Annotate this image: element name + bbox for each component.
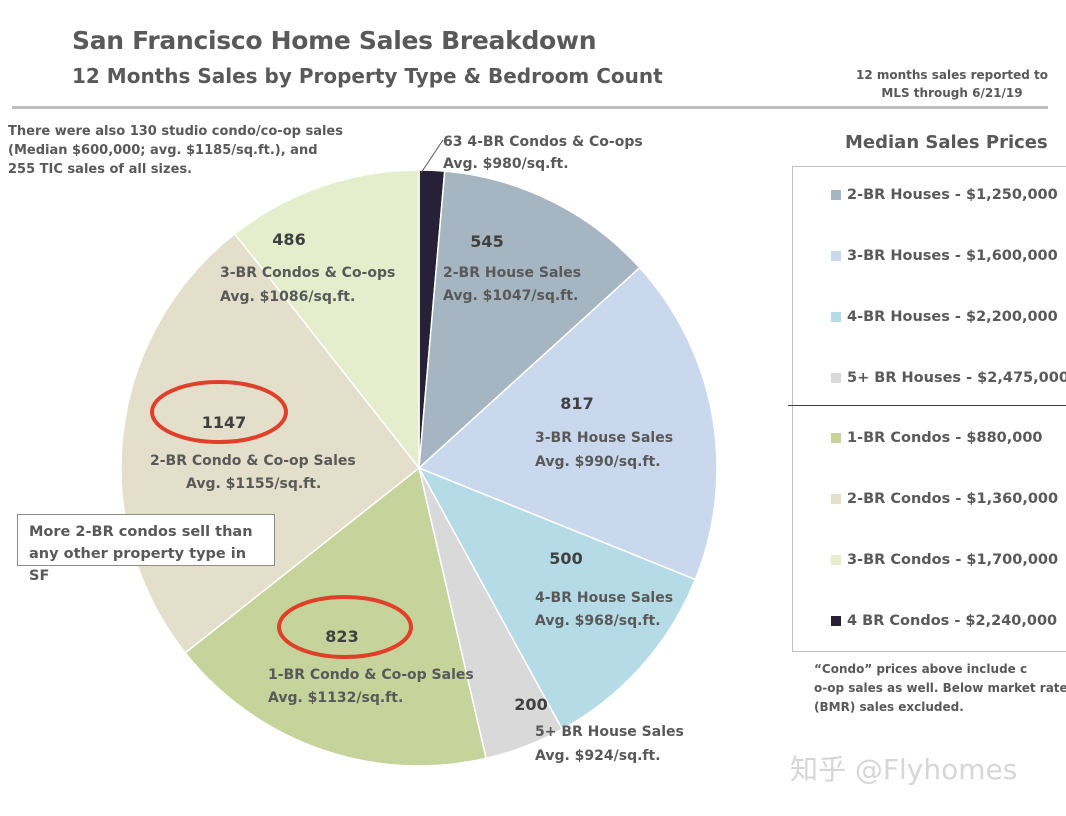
slice-label: Avg. $1155/sq.ft. — [186, 476, 321, 492]
pie-slice — [184, 466, 487, 767]
slice-label: 2-BR Condo & Co-op Sales — [150, 453, 356, 469]
header-divider — [12, 106, 1048, 109]
slice-label: 63 4-BR Condos & Co-ops — [443, 134, 643, 150]
slice-label: 5+ BR House Sales — [535, 724, 684, 740]
legend-swatch — [831, 433, 841, 443]
leader-line — [420, 139, 444, 174]
legend-label: 2-BR Condos - $1,360,000 — [847, 491, 1059, 507]
slice-label: 3-BR House Sales — [535, 430, 673, 446]
slice-count-label: 500 — [549, 549, 582, 568]
footnote-line: “Condo” prices above include c — [814, 662, 1028, 676]
slice-count-label: 823 — [325, 627, 358, 646]
watermark: 知乎 @Flyhomes — [790, 753, 1018, 786]
legend-title: Median Sales Prices — [845, 132, 1048, 153]
slice-label: Avg. $980/sq.ft. — [443, 156, 569, 172]
slice-label: 3-BR Condos & Co-ops — [220, 265, 395, 281]
legend-footnote: “Condo” prices above include c o-op sales… — [814, 660, 1066, 720]
report-note: 12 months sales reported to MLS through … — [855, 68, 1048, 100]
studio-note: There were also 130 studio condo/co-op s… — [8, 124, 343, 177]
legend-label: 4 BR Condos - $2,240,000 — [847, 613, 1058, 629]
legend-swatch — [831, 555, 841, 565]
slice-label: Avg. $924/sq.ft. — [535, 748, 661, 764]
pie-chart: 63 4-BR Condos & Co-ops Avg. $980/sq.ft. 5… — [120, 134, 718, 767]
legend-item: 4 BR Condos - $2,240,000 — [831, 613, 1057, 629]
pie-slice — [418, 170, 641, 470]
callout-box: More 2-BR condos sell than any other pro… — [17, 514, 275, 584]
legend-label: 2-BR Houses - $1,250,000 — [847, 187, 1058, 203]
slice-label: Avg. $1132/sq.ft. — [268, 690, 403, 706]
footnote-line: o-op sales as well. Below market rate — [814, 681, 1066, 695]
slice-label: Avg. $990/sq.ft. — [535, 454, 661, 470]
highlight-circle — [277, 595, 413, 659]
footnote-line: (BMR) sales excluded. — [814, 700, 964, 714]
chart-title: San Francisco Home Sales Breakdown — [72, 26, 597, 55]
slice-count-label: 817 — [560, 394, 593, 413]
legend-label: 4-BR Houses - $2,200,000 — [847, 309, 1058, 325]
slice-label: Avg. $1086/sq.ft. — [220, 289, 355, 305]
legend-item: 4-BR Houses - $2,200,000 — [831, 309, 1058, 325]
pie-slice — [417, 266, 718, 581]
legend-label: 3-BR Houses - $1,600,000 — [847, 248, 1058, 264]
legend-swatch — [831, 251, 841, 261]
pie-slice — [417, 466, 697, 731]
legend-label: 1-BR Condos - $880,000 — [847, 430, 1043, 446]
legend-label: 3-BR Condos - $1,700,000 — [847, 552, 1059, 568]
slice-count-label: 1147 — [202, 413, 247, 432]
slice-count-label: 486 — [272, 230, 305, 249]
pie-slice — [233, 169, 420, 471]
legend-swatch — [831, 312, 841, 322]
legend-swatch — [831, 373, 841, 383]
legend-swatch — [831, 190, 841, 200]
legend-item: 5+ BR Houses - $2,475,000 — [831, 370, 1066, 386]
legend-item: 2-BR Houses - $1,250,000 — [831, 187, 1058, 203]
legend-label: 5+ BR Houses - $2,475,000 — [847, 370, 1066, 386]
slice-count-label: 200 — [514, 695, 547, 714]
legend-item: 2-BR Condos - $1,360,000 — [831, 491, 1058, 507]
slice-count-label: 545 — [470, 232, 503, 251]
slice-label: Avg. $968/sq.ft. — [535, 613, 661, 629]
legend-divider — [788, 405, 1066, 406]
legend-item: 3-BR Houses - $1,600,000 — [831, 248, 1058, 264]
slice-label: Avg. $1047/sq.ft. — [443, 288, 578, 304]
legend-item: 1-BR Condos - $880,000 — [831, 430, 1043, 446]
legend: 2-BR Houses - $1,250,000 3-BR Houses - $… — [792, 166, 1066, 652]
legend-swatch — [831, 616, 841, 626]
legend-swatch — [831, 494, 841, 504]
slice-label: 4-BR House Sales — [535, 590, 673, 606]
highlight-circle — [150, 380, 288, 444]
slice-label: 2-BR House Sales — [443, 265, 581, 281]
chart-subtitle: 12 Months Sales by Property Type & Bedro… — [72, 64, 663, 88]
legend-item: 3-BR Condos - $1,700,000 — [831, 552, 1058, 568]
slice-label: 1-BR Condo & Co-op Sales — [268, 667, 474, 683]
